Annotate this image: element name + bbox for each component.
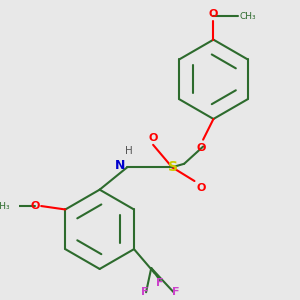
Text: N: N (115, 159, 125, 172)
Text: O: O (30, 201, 40, 211)
Text: S: S (168, 160, 178, 174)
Text: O: O (148, 133, 158, 143)
Text: F: F (172, 287, 179, 297)
Text: O: O (196, 183, 206, 193)
Text: F: F (156, 278, 164, 288)
Text: F: F (141, 287, 148, 297)
Text: O: O (197, 143, 206, 153)
Text: H: H (125, 146, 133, 156)
Text: CH₃: CH₃ (239, 12, 256, 21)
Text: O: O (209, 9, 218, 19)
Text: CH₃: CH₃ (0, 202, 10, 211)
